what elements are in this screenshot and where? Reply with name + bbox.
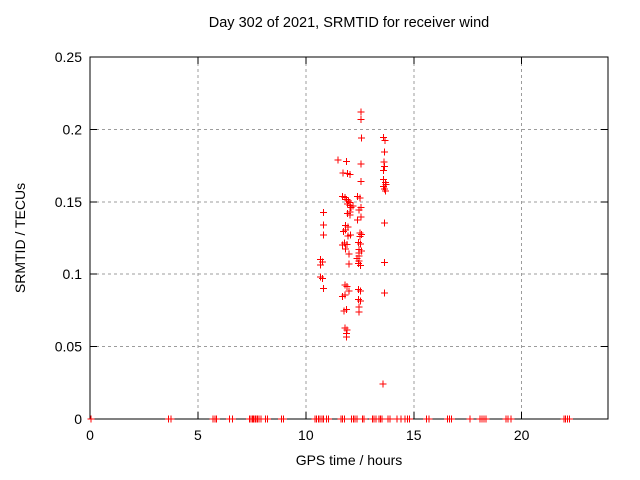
axis-ticks — [89, 56, 608, 420]
plus-marker — [339, 241, 347, 249]
plus-marker — [380, 148, 388, 156]
plus-marker — [228, 415, 236, 423]
plus-marker — [345, 260, 353, 268]
plus-marker — [425, 415, 433, 423]
x-tick-label: 10 — [298, 427, 314, 443]
plus-marker — [356, 194, 364, 202]
plus-marker — [87, 415, 95, 423]
plus-marker — [382, 187, 390, 195]
plus-marker — [339, 293, 347, 301]
plus-marker — [356, 233, 364, 241]
plus-marker — [357, 297, 365, 305]
plus-marker — [319, 231, 327, 239]
plus-marker — [357, 115, 365, 123]
axis-tick-labels: 0 5 10 15 20 0 0.05 0.1 0.15 0.2 0.25 — [55, 49, 530, 443]
plus-marker — [345, 287, 353, 295]
plus-marker — [319, 285, 327, 293]
plus-marker — [357, 287, 365, 295]
plus-marker — [342, 245, 350, 253]
plus-marker — [357, 160, 365, 168]
plus-marker — [324, 415, 332, 423]
plus-marker — [340, 307, 348, 315]
plot-border — [89, 56, 609, 420]
plus-marker — [380, 259, 388, 267]
plus-marker — [346, 211, 354, 219]
plus-marker — [358, 134, 366, 142]
x-tick-label: 5 — [194, 427, 202, 443]
plus-marker — [357, 178, 365, 186]
y-tick-label: 0.2 — [63, 121, 83, 137]
plus-marker — [355, 308, 363, 316]
x-axis-label: GPS time / hours — [295, 452, 403, 468]
y-axis-label: SRMTID / TECUs — [12, 182, 28, 294]
x-tick-label: 15 — [406, 427, 422, 443]
grid-lines — [90, 57, 608, 419]
plus-marker — [357, 108, 365, 116]
plus-marker — [317, 261, 325, 269]
plus-marker — [344, 232, 352, 240]
y-tick-label: 0 — [74, 411, 82, 427]
plus-marker — [343, 283, 351, 291]
plus-marker — [357, 213, 365, 221]
plus-marker — [342, 157, 350, 165]
plus-marker — [357, 262, 365, 270]
plus-marker — [379, 380, 387, 388]
plus-marker — [405, 415, 413, 423]
plus-marker — [360, 415, 368, 423]
plus-marker — [466, 415, 474, 423]
plus-marker — [319, 275, 327, 283]
plus-marker — [340, 415, 348, 423]
border-rect — [89, 56, 609, 420]
plus-marker — [340, 227, 348, 235]
plus-marker — [212, 415, 220, 423]
plus-marker — [380, 289, 388, 297]
plus-marker — [482, 415, 490, 423]
plus-marker — [355, 206, 363, 214]
plus-marker — [381, 136, 389, 144]
plus-marker — [379, 167, 387, 175]
plus-marker — [380, 133, 388, 141]
y-tick-label: 0.05 — [55, 339, 82, 355]
plus-marker — [507, 415, 515, 423]
plus-marker — [345, 250, 353, 258]
plus-marker — [347, 204, 355, 212]
x-tick-label: 20 — [514, 427, 530, 443]
plus-marker — [263, 415, 271, 423]
plus-marker — [353, 216, 361, 224]
plus-marker — [342, 333, 350, 341]
chart-title: Day 302 of 2021, SRMTID for receiver win… — [208, 15, 490, 31]
plus-marker — [319, 221, 327, 229]
y-tick-label: 0.1 — [63, 266, 83, 282]
plus-marker — [566, 415, 574, 423]
plus-marker — [319, 209, 327, 217]
y-tick-label: 0.25 — [55, 49, 82, 65]
y-tick-label: 0.15 — [55, 194, 82, 210]
plus-marker — [380, 219, 388, 227]
plus-marker — [386, 415, 394, 423]
plus-marker — [380, 162, 388, 170]
plus-marker — [339, 169, 347, 177]
plus-marker — [280, 415, 288, 423]
plus-marker — [345, 197, 353, 205]
data-points — [87, 108, 574, 423]
plus-marker — [343, 326, 351, 334]
plus-marker — [346, 170, 354, 178]
plus-marker — [334, 156, 342, 164]
x-tick-label: 0 — [86, 427, 94, 443]
plus-marker — [167, 415, 175, 423]
plus-marker — [343, 241, 351, 249]
plus-marker — [447, 415, 455, 423]
plus-marker — [357, 240, 365, 248]
